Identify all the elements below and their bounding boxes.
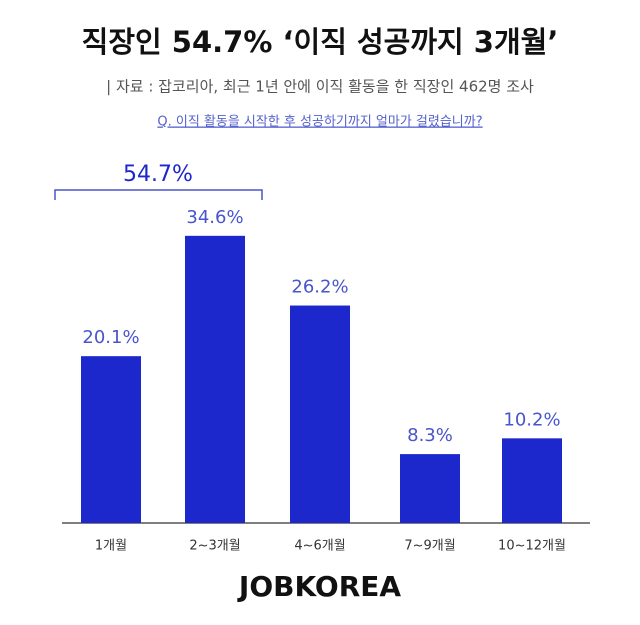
x-tick-label: 2~3개월 (189, 539, 240, 554)
x-tick-label: 1개월 (95, 539, 127, 554)
value-label: 10.2% (503, 409, 560, 430)
value-label: 8.3% (407, 425, 453, 446)
x-tick-label: 7~9개월 (404, 539, 455, 554)
x-tick-label: 10~12개월 (498, 539, 566, 554)
bracket (54, 189, 263, 200)
bar (290, 305, 350, 523)
value-label: 26.2% (291, 277, 348, 298)
annotation: 54.7% (123, 162, 193, 187)
value-label: 34.6% (186, 207, 243, 228)
value-label: 20.1% (82, 327, 139, 348)
question: Q. 이직 활동을 시작한 후 성공하기까지 얼마가 걸렸습니까? (157, 115, 482, 130)
chart-subtitle: | 자료 : 잡코리아, 최근 1년 안에 이직 활동을 한 직장인 462명 … (106, 78, 534, 96)
logo: JOBKOREA (237, 570, 401, 603)
x-tick-label: 4~6개월 (294, 539, 345, 554)
bar (400, 454, 460, 523)
bar (185, 235, 245, 523)
chart-title: 직장인 54.7% ‘이직 성공까지 3개월’ (82, 25, 559, 59)
bar (81, 356, 141, 523)
bar (502, 438, 562, 523)
